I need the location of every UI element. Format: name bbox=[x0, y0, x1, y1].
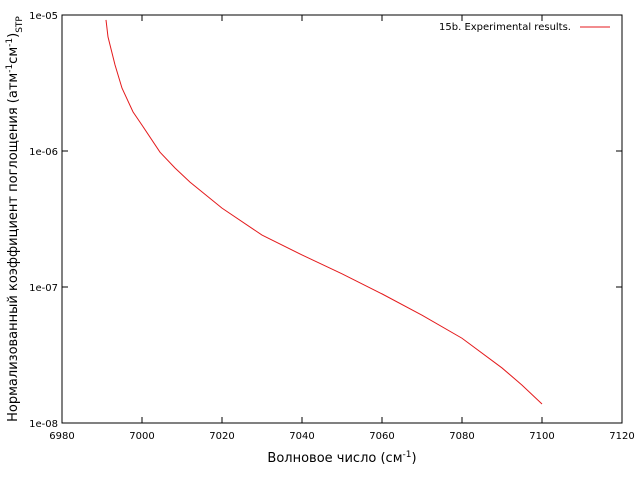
y-tick-label: 1e-08 bbox=[29, 419, 58, 430]
label-part: Волновое число (см bbox=[267, 451, 402, 466]
x-tick-label: 7020 bbox=[209, 431, 234, 442]
x-tick-label: 7060 bbox=[369, 431, 394, 442]
x-tick-label: 7100 bbox=[529, 431, 554, 442]
plot-frame bbox=[61, 14, 623, 424]
x-tick-label: 7000 bbox=[129, 431, 154, 442]
label-part: -1 bbox=[5, 64, 15, 73]
y-axis-label: Нормализованный коэффициент поглощения (… bbox=[5, 16, 25, 422]
x-tick-label: 6980 bbox=[49, 431, 74, 442]
label-part: ) bbox=[411, 451, 416, 466]
y-tick-label: 1e-06 bbox=[29, 147, 58, 158]
y-tick-label: 1e-05 bbox=[29, 11, 58, 22]
x-tick-label: 7040 bbox=[289, 431, 314, 442]
legend-label: 15b. Experimental results. bbox=[439, 22, 571, 33]
label-part: Нормализованный коэффициент поглощения (… bbox=[6, 73, 21, 422]
x-tick-label: 7080 bbox=[449, 431, 474, 442]
x-axis-label: Волновое число (см-1) bbox=[267, 450, 416, 466]
y-tick-label: 1e-07 bbox=[29, 283, 58, 294]
label-part: -1 bbox=[403, 450, 412, 460]
x-tick-label: 7120 bbox=[609, 431, 634, 442]
label-part: STP bbox=[15, 16, 25, 33]
label-part: см bbox=[6, 47, 21, 64]
label-part: -1 bbox=[5, 38, 15, 47]
series-line bbox=[105, 19, 543, 405]
label-part: ) bbox=[6, 33, 21, 38]
